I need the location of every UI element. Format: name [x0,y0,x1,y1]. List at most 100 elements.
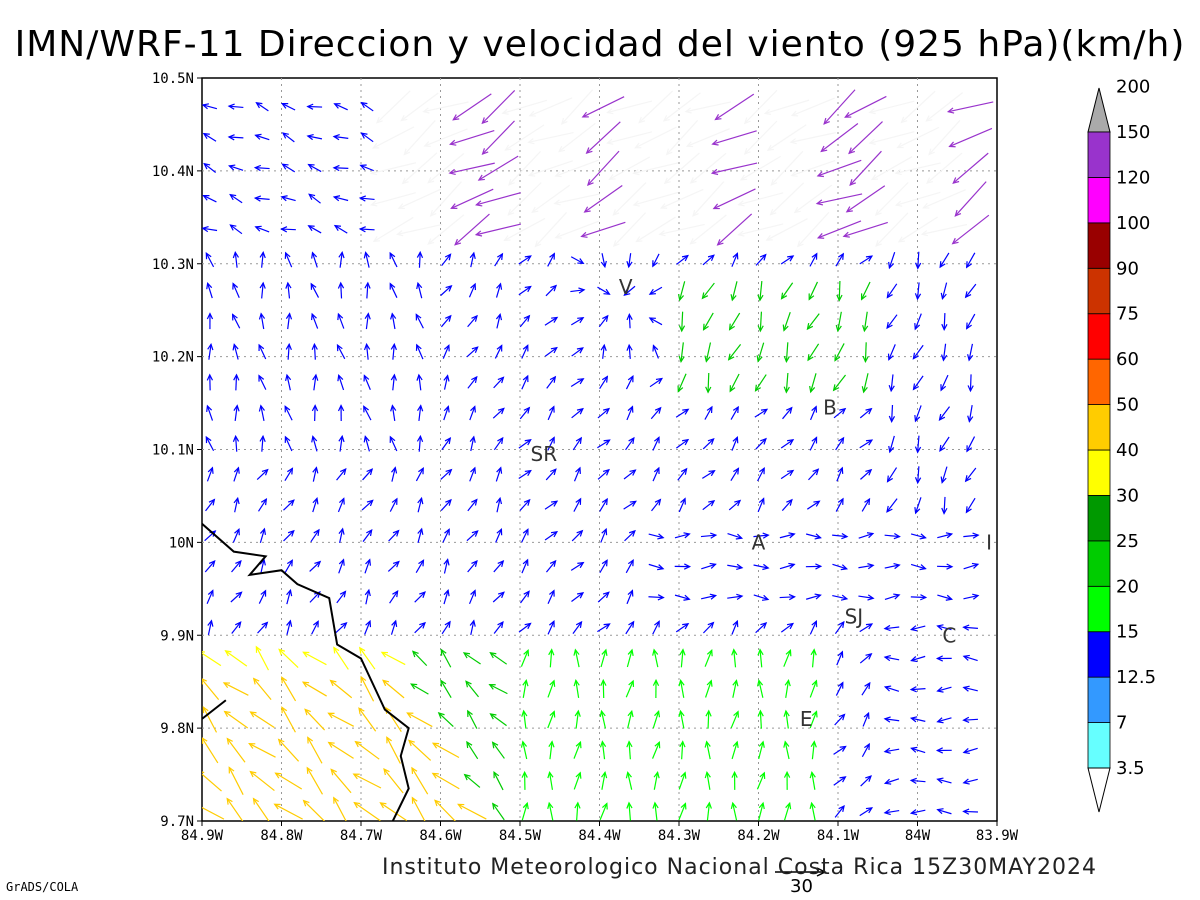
wind-vector [833,745,847,755]
wind-vector [440,314,452,328]
wind-vector [311,404,319,422]
colorbar-label: 30 [1116,485,1139,506]
wind-vector [520,649,530,667]
wind-vector [415,343,424,360]
wind-vector [836,466,844,482]
wind-vector [779,562,796,570]
wind-vector [202,225,218,233]
wind-vector [626,589,634,605]
wind-vector [737,223,784,237]
wind-vector [678,679,685,698]
wind-vector [358,707,377,732]
wind-vector [437,712,454,727]
wind-vector [606,131,653,145]
wind-vector [805,563,823,570]
wind-vector [457,803,487,820]
wind-vector [327,712,355,727]
wind-vector [547,405,555,421]
wind-vector [781,498,793,512]
wind-vector [952,152,989,184]
wind-vector [730,467,740,482]
wind-vector [651,740,661,759]
wind-vector [440,468,453,480]
wind-vector [625,374,634,390]
wind-vector [962,685,978,692]
wind-vector [914,435,922,454]
wind-vector [731,619,739,635]
wind-vector [730,281,738,302]
wind-vector [203,162,217,173]
wind-vector [493,560,505,573]
wind-vector [727,343,742,361]
wind-vector [508,150,541,186]
wind-vector [466,530,479,542]
wind-vector [651,498,662,512]
wind-vector [888,404,896,423]
wind-vector [371,126,415,149]
wind-vector [452,93,492,121]
wind-vector [284,405,293,421]
wind-vector [571,347,584,357]
wind-vector [914,405,922,423]
wind-vector [635,216,676,243]
wind-vector [281,676,297,702]
wind-vector [702,312,714,331]
wind-vector [652,620,660,635]
wind-vector [820,123,859,153]
wind-vector [702,469,716,479]
wind-vector [468,589,476,605]
y-axis-ticks: 9.7N 9.8N 9.9N 10N 10.1N 10.2N 10.3N 10.4N 10.5N [152,71,202,830]
wind-vector [572,436,583,451]
wind-vector [301,681,327,697]
wind-vector [967,343,974,362]
wind-vector [677,281,686,302]
wind-vector [415,313,424,329]
wind-vector [302,799,326,821]
wind-vector [704,648,713,667]
wind-vector [304,708,326,731]
wind-vector [962,716,978,724]
wind-vector [627,709,634,729]
wind-vector [662,92,701,122]
wind-vector [896,126,940,149]
wind-vector [327,741,354,759]
wind-vector [757,466,765,482]
colorbar-label: 7 [1116,713,1127,734]
wind-vector [652,344,659,359]
wind-vector [493,621,504,634]
wind-vector [675,622,690,633]
wind-vector [257,621,269,634]
wind-vector [809,801,816,821]
wind-vector [285,281,292,299]
wind-vector [280,102,296,111]
wind-vector [678,771,687,790]
wind-vector [805,533,822,540]
wind-vector [625,679,635,698]
wind-vector [962,654,978,662]
colorbar-box [1087,495,1111,542]
wind-vector [941,343,948,362]
wind-vector [730,801,738,821]
wind-vector [737,192,784,207]
wind-vector [914,466,922,485]
wind-vector [652,436,660,451]
wind-vector [754,408,769,418]
wind-vector [914,282,922,301]
wind-vector [518,622,532,633]
wind-vector [868,131,915,145]
wind-vector [928,119,961,156]
wind-vector [434,799,456,821]
wind-vector [336,343,346,360]
wind-vector [954,181,987,217]
wind-vector [678,497,686,513]
wind-vector [935,747,952,754]
wind-vector [403,120,436,156]
wind-vector [232,250,240,268]
wind-vector [809,436,818,451]
wind-vector [684,101,732,114]
wind-vector [441,436,452,451]
wind-vector [910,746,926,754]
wind-vector [888,251,896,270]
wind-vector [548,648,555,668]
wind-vector [278,648,299,668]
